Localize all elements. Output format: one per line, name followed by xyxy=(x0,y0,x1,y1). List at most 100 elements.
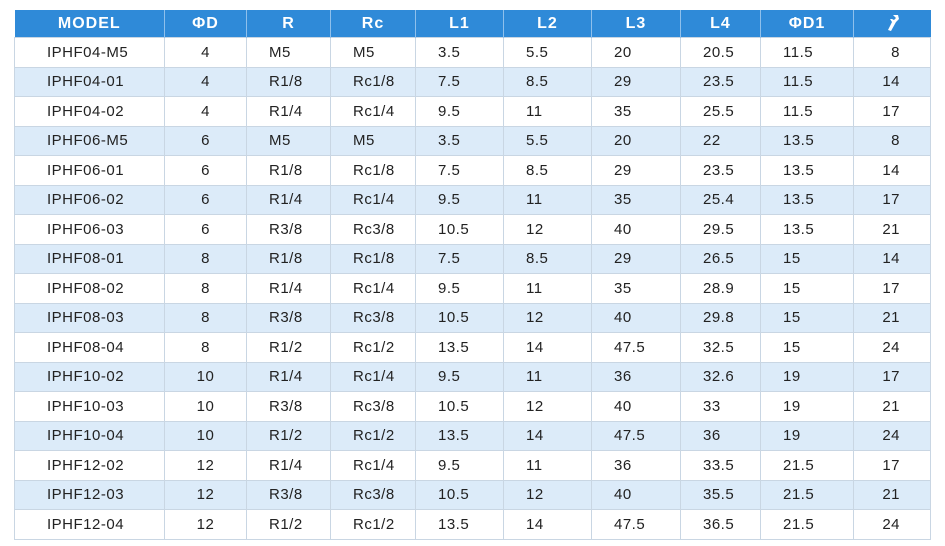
cell: 7.5 xyxy=(415,66,504,97)
wrench-icon xyxy=(888,15,900,32)
cell: 5.5 xyxy=(503,125,592,156)
cell: 6 xyxy=(164,155,247,186)
cell: Rc1/8 xyxy=(330,66,416,97)
cell: 40 xyxy=(591,479,681,510)
cell: IPHF08-02 xyxy=(14,273,165,304)
cell: 35 xyxy=(591,96,681,127)
cell: 17 xyxy=(853,184,931,215)
cell: Rc3/8 xyxy=(330,214,416,245)
cell: 35 xyxy=(591,273,681,304)
cell: 29.8 xyxy=(680,302,761,333)
cell: 14 xyxy=(503,332,592,363)
cell: R1/4 xyxy=(246,361,331,392)
cell: 11.5 xyxy=(760,37,854,68)
cell: 17 xyxy=(853,361,931,392)
cell: 13.5 xyxy=(415,332,504,363)
cell: IPHF12-04 xyxy=(14,509,165,540)
cell: Rc1/4 xyxy=(330,184,416,215)
cell: 8 xyxy=(853,125,931,156)
header-cell: L1 xyxy=(415,10,504,38)
cell: M5 xyxy=(330,37,416,68)
cell: 20 xyxy=(591,37,681,68)
table-row: IPHF08-01 8 R1/8 Rc1/8 7.5 8.5 29 26.5 15 14 xyxy=(14,243,931,274)
cell: IPHF06-01 xyxy=(14,155,165,186)
cell: IPHF06-03 xyxy=(14,214,165,245)
cell: 21 xyxy=(853,302,931,333)
cell: 8 xyxy=(164,302,247,333)
cell: IPHF08-04 xyxy=(14,332,165,363)
cell: 15 xyxy=(760,273,854,304)
cell: 36 xyxy=(591,361,681,392)
cell: Rc1/8 xyxy=(330,243,416,274)
cell: 26.5 xyxy=(680,243,761,274)
cell: R1/8 xyxy=(246,66,331,97)
spec-table: MODEL ΦD R Rc L1 L2 L3 L4 ΦD1 IPHF04-M5 4… xyxy=(14,10,931,540)
table-row: IPHF12-02 12 R1/4 Rc1/4 9.5 11 36 33.5 21.5 17 xyxy=(14,450,931,481)
table-row: IPHF04-02 4 R1/4 Rc1/4 9.5 11 35 25.5 11.5 17 xyxy=(14,96,931,127)
table-row: IPHF10-03 10 R3/8 Rc3/8 10.5 12 40 33 19 21 xyxy=(14,391,931,422)
cell: 10.5 xyxy=(415,391,504,422)
cell: 29 xyxy=(591,243,681,274)
cell: 21.5 xyxy=(760,509,854,540)
header-cell: L4 xyxy=(680,10,761,38)
cell: 32.6 xyxy=(680,361,761,392)
cell: 5.5 xyxy=(503,37,592,68)
cell: 9.5 xyxy=(415,450,504,481)
cell: 14 xyxy=(503,420,592,451)
cell: IPHF10-02 xyxy=(14,361,165,392)
cell: 19 xyxy=(760,391,854,422)
cell: 15 xyxy=(760,332,854,363)
cell: 12 xyxy=(164,450,247,481)
cell: Rc1/4 xyxy=(330,273,416,304)
cell: 29 xyxy=(591,66,681,97)
cell: 17 xyxy=(853,96,931,127)
cell: R1/4 xyxy=(246,96,331,127)
cell: 36 xyxy=(680,420,761,451)
cell: 8.5 xyxy=(503,66,592,97)
cell: R1/2 xyxy=(246,420,331,451)
cell: 21 xyxy=(853,391,931,422)
table-row: IPHF04-01 4 R1/8 Rc1/8 7.5 8.5 29 23.5 11.5 14 xyxy=(14,66,931,97)
cell: 20.5 xyxy=(680,37,761,68)
header-cell: L2 xyxy=(503,10,592,38)
cell: IPHF10-04 xyxy=(14,420,165,451)
cell: 11.5 xyxy=(760,66,854,97)
cell: 19 xyxy=(760,420,854,451)
header-cell: L3 xyxy=(591,10,681,38)
table-row: IPHF08-04 8 R1/2 Rc1/2 13.5 14 47.5 32.5 15 24 xyxy=(14,332,931,363)
cell: 12 xyxy=(164,509,247,540)
cell: R1/2 xyxy=(246,509,331,540)
cell: 9.5 xyxy=(415,96,504,127)
cell: IPHF06-M5 xyxy=(14,125,165,156)
cell: 33.5 xyxy=(680,450,761,481)
cell: 4 xyxy=(164,66,247,97)
cell: Rc1/4 xyxy=(330,450,416,481)
cell: IPHF08-01 xyxy=(14,243,165,274)
cell: 29.5 xyxy=(680,214,761,245)
cell: 13.5 xyxy=(760,155,854,186)
cell: 11 xyxy=(503,184,592,215)
cell: 24 xyxy=(853,332,931,363)
cell: 10.5 xyxy=(415,214,504,245)
cell: IPHF08-03 xyxy=(14,302,165,333)
cell: 21 xyxy=(853,479,931,510)
cell: 12 xyxy=(164,479,247,510)
cell: R1/4 xyxy=(246,184,331,215)
cell: R1/2 xyxy=(246,332,331,363)
cell: 8 xyxy=(164,273,247,304)
cell: 28.9 xyxy=(680,273,761,304)
cell: Rc1/2 xyxy=(330,420,416,451)
cell: 20 xyxy=(591,125,681,156)
cell: 25.4 xyxy=(680,184,761,215)
cell: IPHF04-M5 xyxy=(14,37,165,68)
cell: 13.5 xyxy=(760,214,854,245)
cell: 11.5 xyxy=(760,96,854,127)
cell: M5 xyxy=(246,125,331,156)
cell: 4 xyxy=(164,96,247,127)
cell: 8.5 xyxy=(503,155,592,186)
table-body: IPHF04-M5 4 M5 M5 3.5 5.5 20 20.5 11.5 8 IPHF04-01… xyxy=(14,37,931,540)
cell: 24 xyxy=(853,420,931,451)
cell: 10.5 xyxy=(415,479,504,510)
cell: 13.5 xyxy=(415,420,504,451)
